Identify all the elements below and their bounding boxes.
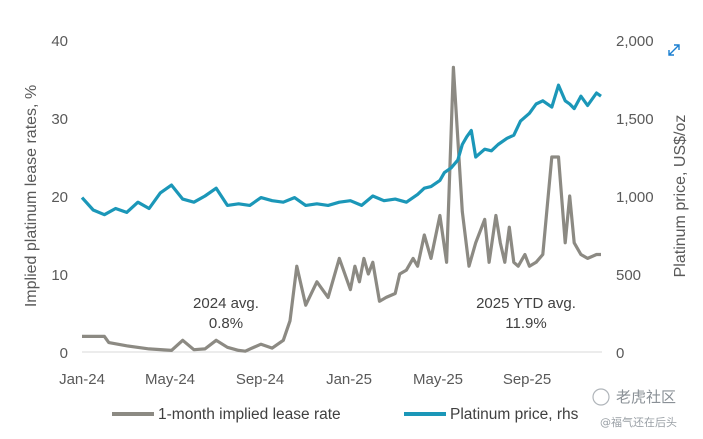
right-tick-label: 1,000	[616, 189, 654, 206]
left-tick-label: 20	[51, 189, 68, 206]
watermark: 老虎社区 @福气还在后头	[592, 388, 677, 429]
legend-label-lease-rate: 1-month implied lease rate	[158, 406, 341, 423]
annotation-2024-label: 2024 avg.	[193, 295, 259, 312]
right-tick-label: 2,000	[616, 33, 654, 50]
x-tick-label: May-24	[145, 371, 195, 388]
x-tick-label: May-25	[413, 371, 463, 388]
x-tick-label: Jan-24	[59, 371, 105, 388]
annotation-2025-value: 11.9%	[505, 315, 546, 332]
right-axis-title: Platinum price, US$/oz	[672, 115, 689, 278]
watermark-handle: @福气还在后头	[600, 415, 677, 429]
watermark-brand: 老虎社区	[616, 388, 676, 406]
watermark-logo-icon	[592, 388, 610, 406]
series-line-lease-rate	[82, 65, 601, 353]
x-tick-label: Sep-24	[236, 371, 284, 388]
annotation-2024-value: 0.8%	[209, 315, 243, 332]
x-tick-label: Jan-25	[326, 371, 372, 388]
left-tick-label: 30	[51, 111, 68, 128]
left-tick-label: 10	[51, 267, 68, 284]
right-tick-label: 1,500	[616, 111, 654, 128]
left-tick-label: 0	[60, 345, 68, 362]
right-tick-label: 0	[616, 345, 624, 362]
x-tick-label: Sep-25	[503, 371, 551, 388]
right-tick-label: 500	[616, 267, 641, 284]
left-tick-label: 40	[51, 33, 68, 50]
expand-icon[interactable]	[666, 42, 682, 58]
annotation-2025-label: 2025 YTD avg.	[476, 295, 576, 312]
left-axis-title: Implied platinum lease rates, %	[23, 85, 40, 307]
series-line-platinum-price	[80, 83, 602, 217]
legend-label-platinum-price: Platinum price, rhs	[450, 406, 579, 423]
